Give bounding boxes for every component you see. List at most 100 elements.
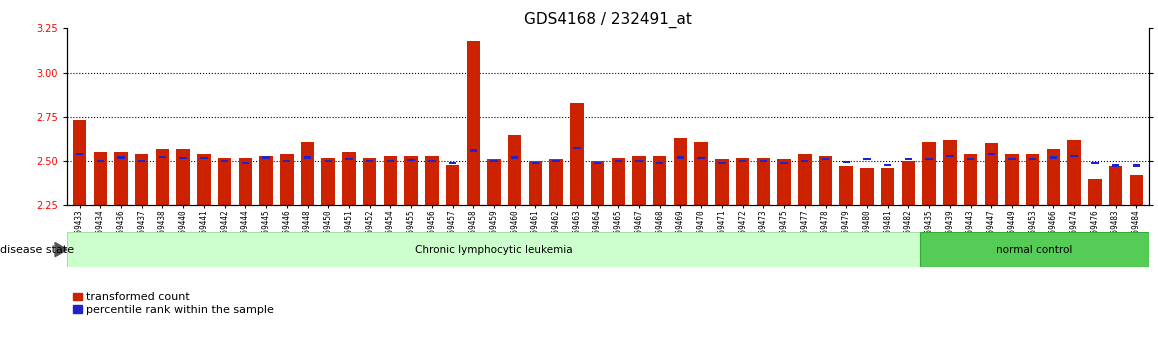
Bar	[697, 157, 705, 159]
Bar	[943, 140, 957, 205]
Bar	[511, 156, 519, 159]
Bar	[695, 142, 708, 205]
Bar	[1133, 164, 1139, 166]
Bar	[200, 157, 207, 159]
Bar	[155, 149, 169, 205]
Bar	[263, 156, 270, 159]
Bar	[1047, 149, 1061, 205]
Bar	[780, 162, 787, 164]
Bar	[446, 165, 460, 205]
Bar	[1070, 155, 1078, 157]
Legend: transformed count, percentile rank within the sample: transformed count, percentile rank withi…	[73, 292, 274, 315]
Bar	[632, 156, 646, 205]
Bar	[467, 41, 481, 205]
Title: GDS4168 / 232491_at: GDS4168 / 232491_at	[525, 12, 691, 28]
Bar	[117, 156, 125, 159]
Bar	[532, 162, 540, 164]
Polygon shape	[56, 242, 67, 257]
Bar	[176, 149, 190, 205]
Bar	[822, 158, 829, 160]
Bar	[67, 232, 919, 267]
Bar	[404, 156, 418, 205]
Bar	[923, 142, 936, 205]
Bar	[884, 164, 892, 166]
Bar	[801, 160, 808, 162]
Bar	[449, 162, 456, 164]
Bar	[179, 157, 186, 159]
Bar	[657, 162, 664, 164]
Bar	[863, 158, 871, 160]
Bar	[881, 168, 894, 205]
Bar	[570, 103, 584, 205]
Bar	[428, 160, 435, 162]
Bar	[611, 158, 625, 205]
Bar	[242, 162, 249, 164]
Bar	[984, 143, 998, 205]
Bar	[1029, 158, 1036, 160]
Bar	[636, 160, 643, 162]
Bar	[777, 159, 791, 205]
Bar	[135, 154, 148, 205]
Bar	[549, 159, 563, 205]
Text: Chronic lymphocytic leukemia: Chronic lymphocytic leukemia	[415, 245, 572, 255]
Bar	[303, 156, 312, 159]
Bar	[615, 160, 622, 162]
Bar	[362, 158, 376, 205]
Bar	[301, 142, 314, 205]
Bar	[919, 232, 1149, 267]
Bar	[425, 156, 439, 205]
Bar	[1068, 140, 1080, 205]
Bar	[1009, 158, 1016, 160]
Bar	[904, 158, 913, 160]
Bar	[1049, 156, 1057, 159]
Bar	[1005, 154, 1019, 205]
Bar	[408, 159, 415, 161]
Bar	[387, 160, 394, 162]
Bar	[218, 158, 232, 205]
Bar	[469, 149, 477, 152]
Bar	[676, 156, 684, 159]
Bar	[946, 155, 953, 157]
Bar	[490, 160, 498, 162]
Bar	[283, 160, 291, 162]
Bar	[819, 156, 833, 205]
Bar	[840, 166, 853, 205]
Bar	[138, 160, 146, 162]
Bar	[508, 135, 521, 205]
Bar	[902, 161, 915, 205]
Bar	[115, 152, 127, 205]
Bar	[324, 160, 332, 162]
Bar	[1129, 175, 1143, 205]
Bar	[488, 159, 500, 205]
Bar	[159, 156, 167, 158]
Bar	[594, 162, 601, 164]
Bar	[963, 154, 977, 205]
Bar	[798, 154, 812, 205]
Bar	[1112, 164, 1120, 166]
Bar	[760, 160, 767, 162]
Bar	[197, 154, 211, 205]
Bar	[529, 161, 542, 205]
Text: normal control: normal control	[996, 245, 1072, 255]
Bar	[843, 161, 850, 163]
Bar	[345, 158, 353, 160]
Bar	[96, 160, 104, 162]
Text: disease state: disease state	[0, 245, 74, 255]
Bar	[73, 120, 87, 205]
Bar	[716, 159, 728, 205]
Bar	[718, 162, 726, 164]
Bar	[366, 160, 373, 162]
Bar	[573, 147, 580, 149]
Bar	[239, 158, 252, 205]
Bar	[988, 153, 995, 155]
Bar	[1089, 179, 1101, 205]
Bar	[1026, 154, 1040, 205]
Bar	[756, 158, 770, 205]
Bar	[1091, 162, 1099, 164]
Bar	[259, 156, 273, 205]
Bar	[94, 152, 107, 205]
Bar	[925, 158, 933, 160]
Bar	[76, 153, 83, 155]
Bar	[735, 158, 749, 205]
Bar	[221, 160, 228, 162]
